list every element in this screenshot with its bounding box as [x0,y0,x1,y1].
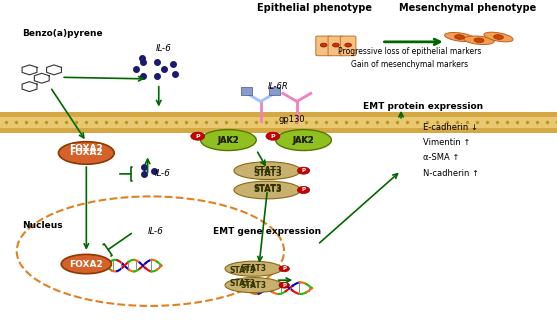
Ellipse shape [494,35,504,39]
Text: IL-6: IL-6 [155,169,171,178]
Text: Benzo(a)pyrene: Benzo(a)pyrene [22,29,103,38]
Text: JAK2: JAK2 [292,136,315,145]
Text: FOXA2: FOXA2 [70,144,103,153]
Ellipse shape [201,130,256,151]
Ellipse shape [279,266,290,272]
Text: IL-6: IL-6 [148,227,164,236]
Ellipse shape [276,130,331,151]
Ellipse shape [320,43,327,47]
Ellipse shape [464,36,494,44]
Text: STAT3: STAT3 [253,166,282,175]
Ellipse shape [474,38,484,43]
Bar [269,87,280,95]
Text: Mesenchymal phenotype: Mesenchymal phenotype [399,3,536,13]
Text: Gain of mesenchymal markers: Gain of mesenchymal markers [351,60,468,69]
Text: STAT3: STAT3 [253,185,282,194]
Text: STAT3: STAT3 [241,281,266,289]
Ellipse shape [279,282,290,288]
Text: FOXA2: FOXA2 [70,148,103,157]
Ellipse shape [234,162,301,180]
Ellipse shape [225,261,282,276]
Bar [241,87,252,95]
Text: STAT3: STAT3 [253,184,282,193]
Ellipse shape [484,32,513,42]
Text: FOXA2: FOXA2 [70,260,103,269]
Text: P: P [271,134,275,139]
Ellipse shape [61,254,111,274]
Text: JAK2: JAK2 [292,136,315,145]
Ellipse shape [190,132,205,140]
Text: Nucleus: Nucleus [22,221,63,230]
Ellipse shape [345,43,351,47]
Text: P: P [301,168,306,173]
FancyBboxPatch shape [328,36,344,56]
FancyBboxPatch shape [340,36,356,56]
Text: Epithelial phenotype: Epithelial phenotype [257,3,372,13]
Text: P: P [301,187,306,193]
Ellipse shape [58,142,114,164]
Text: STAT3: STAT3 [229,279,255,288]
Text: EMT protein expression: EMT protein expression [363,102,483,111]
Text: STAT3: STAT3 [229,266,255,275]
Ellipse shape [266,132,280,140]
Text: EMT gene expression: EMT gene expression [213,227,321,236]
Text: Vimentin ↑: Vimentin ↑ [423,138,471,147]
Text: P: P [282,283,286,288]
Text: IL-6: IL-6 [156,44,172,53]
Text: E-cadherin ↓: E-cadherin ↓ [423,123,478,132]
Ellipse shape [333,43,339,47]
Text: Progressive loss of epithelial markers: Progressive loss of epithelial markers [338,47,481,56]
Ellipse shape [234,181,301,199]
Bar [0,117,557,128]
Text: α-SMA ↑: α-SMA ↑ [423,153,460,162]
Ellipse shape [225,278,282,293]
Text: gp130: gp130 [278,115,305,124]
Ellipse shape [444,33,475,42]
Text: STAT3: STAT3 [253,169,282,178]
FancyBboxPatch shape [316,36,331,56]
Text: P: P [196,134,200,139]
Ellipse shape [297,186,310,194]
Text: JAK2: JAK2 [217,136,240,145]
Text: IL-6R: IL-6R [267,82,288,91]
Text: P: P [282,266,286,271]
Text: STAT3: STAT3 [241,264,266,273]
Ellipse shape [297,167,310,174]
Text: JAK2: JAK2 [217,136,240,145]
Text: N-cadherin ↑: N-cadherin ↑ [423,169,480,178]
Ellipse shape [455,35,465,39]
Bar [0,112,557,133]
